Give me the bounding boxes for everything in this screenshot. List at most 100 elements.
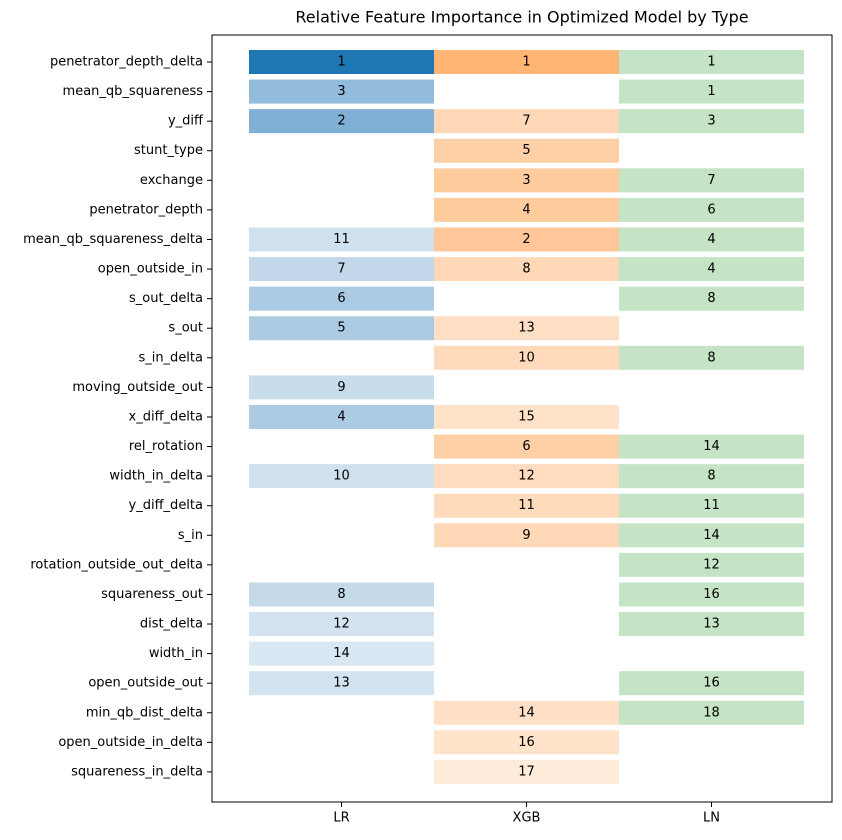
cell-label: 8	[337, 587, 345, 602]
cell-label: 4	[707, 232, 715, 247]
cell-label: 5	[522, 143, 530, 158]
y-tick-label: x_diff_delta	[129, 409, 203, 424]
cell-label: 3	[337, 84, 345, 99]
y-tick-label: rel_rotation	[129, 439, 203, 454]
cell	[249, 316, 434, 341]
cell-label: 12	[518, 469, 535, 484]
cell-label: 11	[518, 498, 535, 513]
cell	[434, 523, 619, 548]
cell	[434, 109, 619, 134]
cell	[249, 612, 434, 637]
cell-label: 4	[707, 262, 715, 277]
cell-label: 14	[703, 528, 720, 543]
y-tick-label: open_outside_out	[88, 676, 203, 691]
cell	[249, 257, 434, 282]
cell	[619, 79, 804, 104]
chart-title: Relative Feature Importance in Optimized…	[295, 8, 748, 27]
y-tick-label: width_in	[149, 646, 203, 661]
cell-label: 2	[522, 232, 530, 247]
cell-label: 5	[337, 321, 345, 336]
y-tick-label: s_in	[178, 528, 203, 543]
cell	[619, 434, 804, 459]
cell	[249, 641, 434, 666]
cell-label: 3	[522, 173, 530, 188]
cell	[434, 759, 619, 784]
cell-label: 7	[522, 114, 530, 129]
y-tick-label: penetrator_depth	[89, 202, 203, 217]
y-tick-label: mean_qb_squareness_delta	[23, 232, 203, 247]
y-tick-label: squareness_out	[101, 587, 203, 602]
y-tick-label: min_qb_dist_delta	[86, 705, 203, 720]
cell-label: 10	[518, 350, 535, 365]
cell	[434, 345, 619, 370]
cell-label: 7	[337, 262, 345, 277]
cell-label: 11	[703, 498, 720, 513]
cell-label: 14	[518, 705, 535, 720]
y-tick-label: stunt_type	[134, 143, 203, 158]
cell	[434, 730, 619, 755]
cell-label: 14	[333, 646, 350, 661]
y-tick-label: open_outside_in	[98, 262, 203, 277]
cell	[434, 197, 619, 222]
y-tick-label: rotation_outside_out_delta	[30, 557, 203, 572]
cell	[434, 493, 619, 518]
cell	[249, 404, 434, 429]
y-tick-label: moving_outside_out	[72, 380, 203, 395]
cell-label: 9	[337, 380, 345, 395]
cell	[619, 197, 804, 222]
cell-label: 12	[703, 557, 720, 572]
cell-label: 6	[522, 439, 530, 454]
cell-label: 13	[333, 676, 350, 691]
cell	[434, 404, 619, 429]
cell	[619, 493, 804, 518]
y-tick-label: y_diff	[168, 114, 204, 129]
cell	[619, 345, 804, 370]
cell	[619, 109, 804, 134]
cell-label: 17	[518, 764, 535, 779]
y-tick-label: penetrator_depth_delta	[50, 55, 203, 70]
cell-label: 13	[518, 321, 535, 336]
cell	[249, 79, 434, 104]
cell-label: 8	[522, 262, 530, 277]
cell	[434, 138, 619, 163]
x-tick-label: LN	[703, 811, 720, 826]
y-tick-label: s_out_delta	[129, 291, 203, 306]
cell-label: 11	[333, 232, 350, 247]
cell	[619, 168, 804, 193]
y-tick-label: s_in_delta	[138, 350, 203, 365]
cell-label: 7	[707, 173, 715, 188]
cell	[249, 464, 434, 489]
cell	[619, 612, 804, 637]
cell	[619, 700, 804, 725]
cell-label: 3	[707, 114, 715, 129]
cell-label: 8	[707, 350, 715, 365]
cell-label: 16	[518, 735, 535, 750]
cell	[619, 50, 804, 74]
cell	[619, 552, 804, 577]
cell	[619, 286, 804, 311]
y-tick-label: dist_delta	[140, 617, 203, 632]
cell-label: 8	[707, 469, 715, 484]
cell-label: 2	[337, 114, 345, 129]
cell	[434, 316, 619, 341]
cell-label: 13	[703, 617, 720, 632]
cell	[434, 50, 619, 74]
cell	[619, 464, 804, 489]
cell	[619, 671, 804, 696]
cell	[249, 375, 434, 400]
cell-label: 1	[337, 55, 345, 70]
cell	[249, 50, 434, 74]
y-tick-label: open_outside_in_delta	[58, 735, 203, 750]
cell-label: 12	[333, 617, 350, 632]
cell-label: 8	[707, 291, 715, 306]
cell-label: 1	[707, 55, 715, 70]
cell	[249, 582, 434, 607]
cell	[249, 286, 434, 311]
x-tick-label: LR	[333, 811, 349, 826]
cell	[434, 227, 619, 252]
cell	[434, 168, 619, 193]
y-tick-label: width_in_delta	[109, 469, 203, 484]
cell-label: 15	[518, 409, 535, 424]
cell-label: 18	[703, 705, 720, 720]
